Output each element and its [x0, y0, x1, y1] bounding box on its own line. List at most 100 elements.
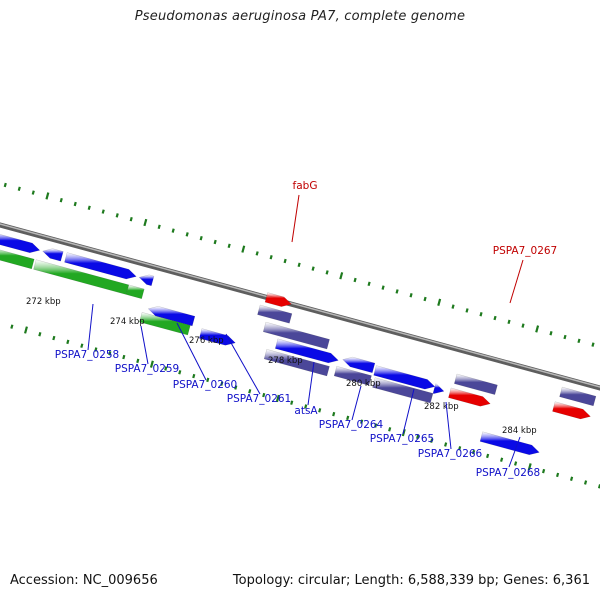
gene-label-pspa7_0261: PSPA7_0261 [227, 393, 292, 405]
gc-content-mark [444, 442, 448, 447]
gc-skew-mark [227, 243, 231, 249]
gc-skew-mark [465, 308, 469, 313]
gc-content-mark [430, 438, 434, 443]
gc-skew-mark [73, 201, 77, 207]
gc-skew-mark [409, 293, 413, 298]
gc-skew-mark [143, 218, 148, 227]
gc-skew-mark [31, 190, 35, 195]
gene-blue-arrow [0, 234, 41, 254]
gc-skew-mark [3, 182, 7, 188]
gc-content-mark [527, 463, 532, 471]
gene-blue-arrow [42, 248, 64, 262]
gc-skew-mark [59, 197, 63, 203]
gc-content-mark [472, 449, 476, 455]
gc-skew-mark [87, 205, 91, 211]
tick-label-0: 272 kbp [26, 297, 61, 307]
gene-blue-arrow [138, 274, 155, 287]
genome-summary-text: Topology: circular; Length: 6,588,339 bp… [232, 573, 590, 588]
gc-skew-mark [241, 245, 246, 253]
gc-skew-mark [493, 315, 497, 321]
tick-label-6: 284 kbp [502, 426, 537, 436]
gc-skew-mark [451, 304, 455, 309]
gc-skew-mark [297, 262, 301, 268]
gene-label-leader [140, 325, 149, 365]
gc-content-mark [416, 434, 420, 440]
gc-content-mark [178, 370, 182, 375]
gene-red-arrow [264, 292, 292, 307]
gc-skew-mark [185, 232, 189, 237]
gene-label-leader [291, 194, 300, 243]
gc-content-mark [458, 446, 462, 451]
gene-label-pspa7_0259: PSPA7_0259 [115, 363, 180, 375]
gene-label-pspa7_0258: PSPA7_0258 [55, 349, 120, 361]
backbone-shadow [0, 222, 600, 391]
gene-blue-arrow [479, 431, 540, 456]
accession-text: Accession: NC_009656 [10, 573, 158, 588]
gc-skew-mark [311, 266, 315, 271]
gc-skew-mark [535, 325, 540, 333]
gene-label-leader [87, 303, 94, 351]
gc-content-mark [514, 461, 518, 466]
gc-skew-mark [255, 251, 259, 256]
gene-label-pspa7_0264: PSPA7_0264 [319, 419, 384, 431]
gene-blue-arrow [432, 383, 445, 394]
gene-slate-arrow [453, 373, 498, 395]
gc-skew-mark [325, 270, 329, 275]
gc-content-mark [388, 427, 392, 432]
gene-blue-arrow [64, 252, 137, 280]
gc-content-mark [220, 381, 224, 386]
gene-label-leader [509, 259, 524, 304]
gc-content-mark [500, 457, 504, 462]
gene-red-arrow [552, 401, 591, 420]
gene-blue-arrow [274, 338, 339, 364]
gc-content-mark [66, 339, 70, 345]
gc-content-mark [275, 394, 280, 403]
gc-content-mark [374, 423, 378, 428]
gc-skew-mark [591, 342, 595, 347]
gc-skew-mark [171, 228, 175, 233]
tick-label-2: 276 kbp [189, 336, 224, 346]
gc-content-mark [346, 415, 350, 421]
gc-content-mark [94, 347, 98, 352]
gene-label-pspa7_0268: PSPA7_0268 [476, 467, 541, 479]
gene-blue-arrow [147, 306, 196, 327]
gc-skew-mark [101, 209, 105, 214]
gene-label-leader [176, 322, 207, 381]
gc-content-mark [290, 400, 294, 405]
gc-content-mark [583, 480, 588, 485]
gc-skew-mark [423, 296, 427, 302]
gene-slate-arrow [333, 365, 372, 386]
gene-slate-arrow [262, 321, 330, 350]
gc-skew-mark [45, 192, 50, 200]
gc-skew-mark [521, 323, 525, 328]
gc-content-mark [542, 468, 546, 474]
gc-skew-mark [507, 319, 511, 325]
gene-label-leader [402, 388, 415, 435]
gc-skew-mark [353, 277, 357, 283]
gc-skew-mark [563, 334, 567, 340]
backbone-highlight [0, 223, 600, 388]
gene-blue-arrow [198, 328, 236, 346]
gc-content-mark [10, 324, 14, 329]
gc-content-mark [248, 389, 252, 394]
gene-label-leader [445, 401, 452, 450]
gc-skew-mark [339, 272, 344, 280]
gc-skew-mark [157, 224, 161, 230]
gc-skew-mark [17, 186, 21, 192]
gene-label-leader [351, 385, 362, 421]
gc-content-mark [234, 385, 238, 390]
gc-skew-mark [199, 235, 203, 241]
gc-content-mark [24, 326, 28, 334]
gc-content-mark [206, 377, 210, 383]
gc-content-mark [304, 404, 308, 409]
gc-skew-mark [549, 331, 553, 336]
gene-slate-arrow [257, 304, 293, 324]
gene-green-arrow [0, 249, 35, 270]
gene-red-arrow [448, 387, 491, 407]
gc-skew-mark [479, 312, 483, 317]
gc-content-mark [486, 453, 490, 459]
gc-skew-mark [269, 254, 273, 260]
gc-skew-mark [577, 338, 581, 344]
gc-skew-mark [213, 239, 217, 245]
